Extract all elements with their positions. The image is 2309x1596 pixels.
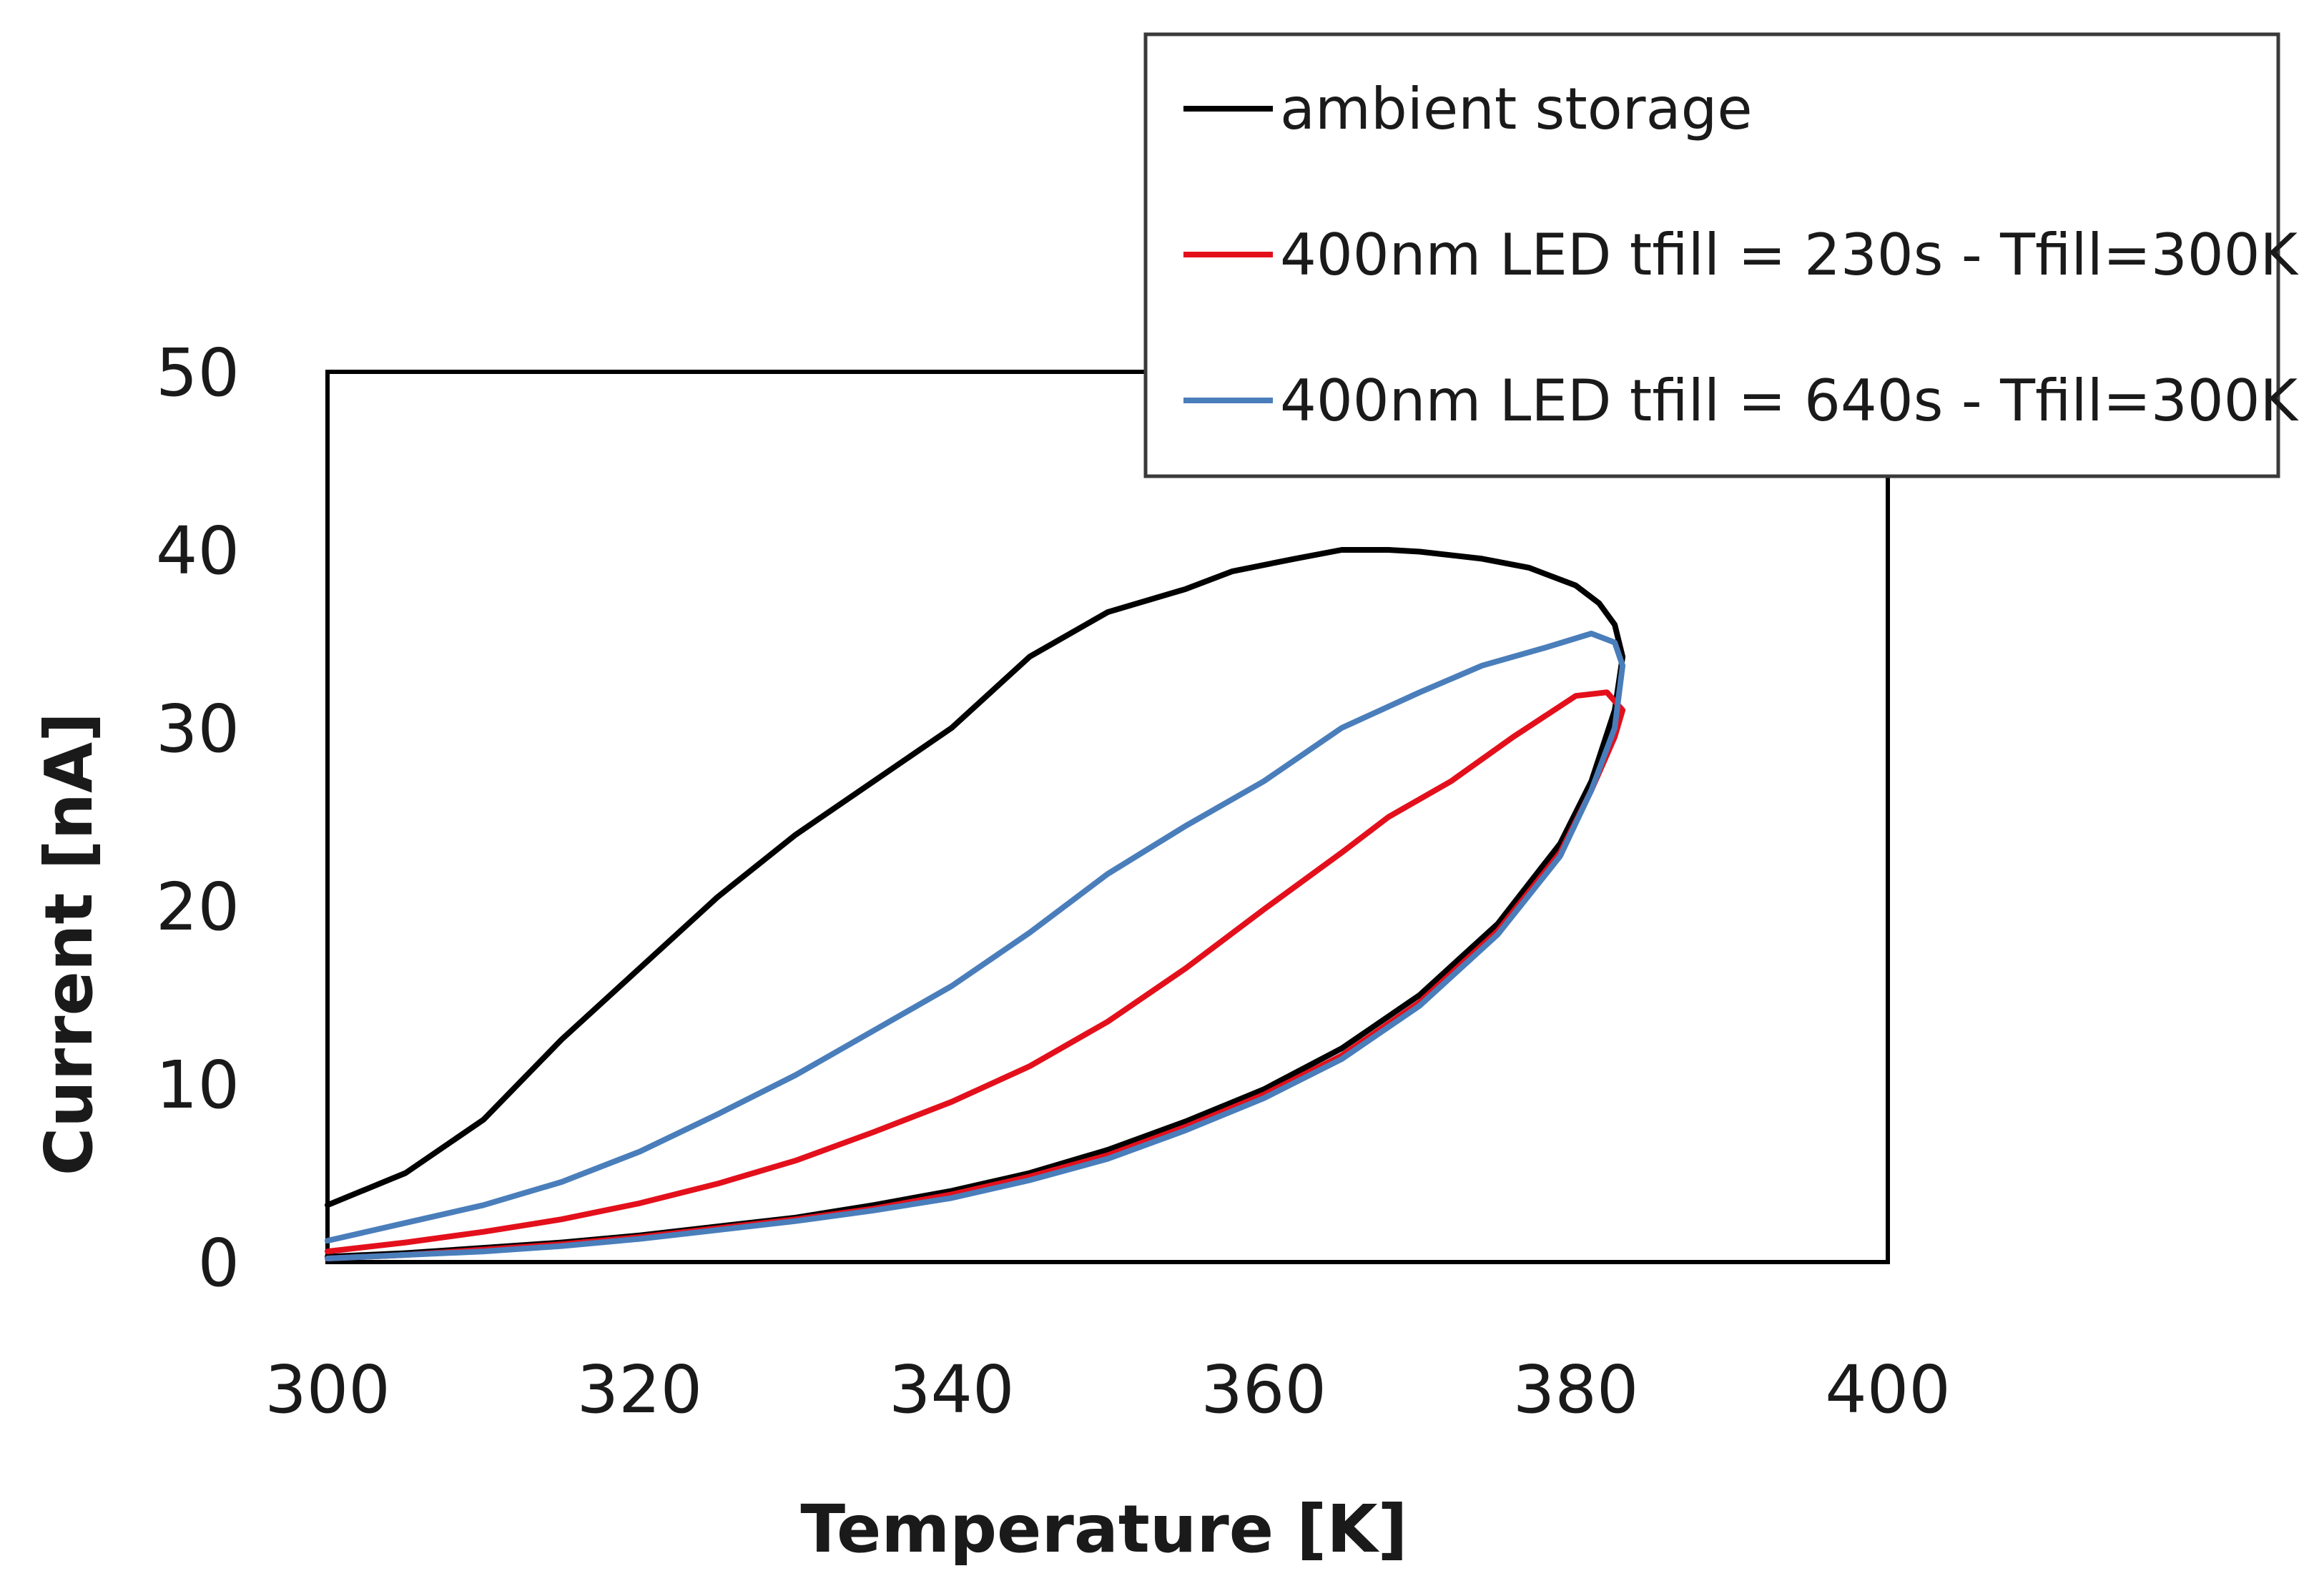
x-tick-label: 360 <box>1201 1351 1326 1428</box>
legend-box <box>1143 32 2280 478</box>
x-tick-label: 340 <box>889 1351 1015 1428</box>
y-tick-label: 0 <box>197 1225 240 1301</box>
y-axis-title: Current [nA] <box>31 712 107 1176</box>
series-line-3 <box>325 631 1626 1261</box>
plot-area-frame <box>325 370 1890 1264</box>
legend-label-1: ambient storage <box>1280 76 1753 142</box>
legend-label-2: 400nm LED tfill = 230s - Tfill=300K <box>1280 222 2300 288</box>
y-tick-label: 20 <box>156 869 240 945</box>
series-line-1 <box>325 547 1626 1260</box>
x-tick-label: 400 <box>1825 1351 1951 1428</box>
series-line-2 <box>325 689 1626 1261</box>
y-tick-label: 40 <box>156 513 240 589</box>
x-tick-label: 300 <box>265 1351 390 1428</box>
y-tick-label: 10 <box>156 1047 240 1123</box>
x-tick-label: 380 <box>1513 1351 1639 1428</box>
legend: ambient storage 400nm LED tfill = 230s - … <box>1143 32 2300 478</box>
y-tick-label: 50 <box>156 335 240 411</box>
y-tick-label: 30 <box>156 691 240 767</box>
x-tick-label: 320 <box>577 1351 703 1428</box>
x-axis-title: Temperature [K] <box>800 1491 1407 1567</box>
legend-label-3: 400nm LED tfill = 640s - Tfill=300K <box>1280 368 2300 434</box>
